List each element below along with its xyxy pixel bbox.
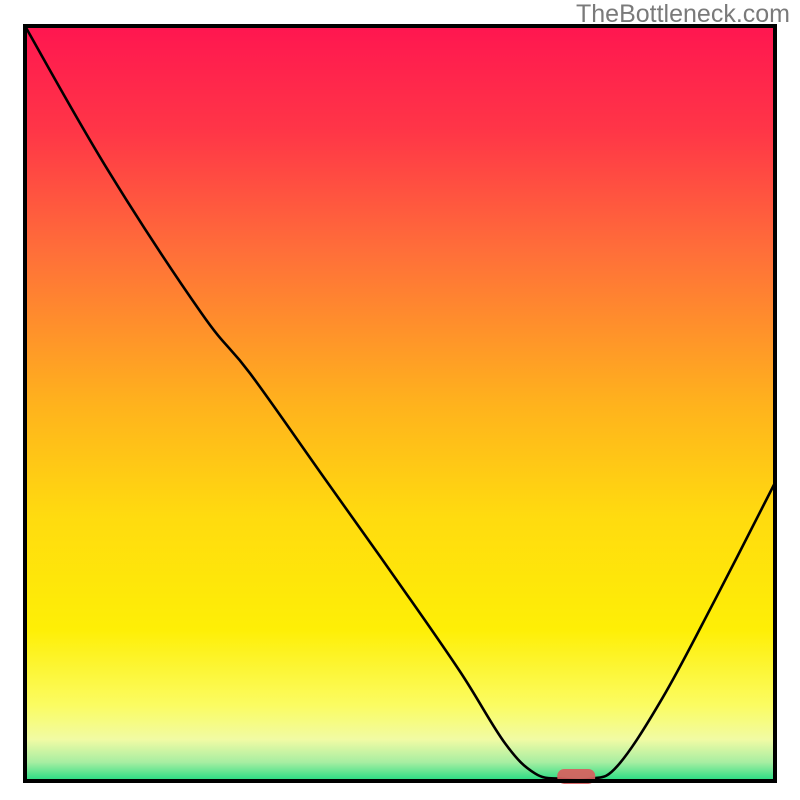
watermark-text: TheBottleneck.com	[576, 0, 790, 29]
plot-background	[25, 26, 775, 781]
chart-svg	[0, 0, 800, 800]
bottleneck-chart: TheBottleneck.com	[0, 0, 800, 800]
